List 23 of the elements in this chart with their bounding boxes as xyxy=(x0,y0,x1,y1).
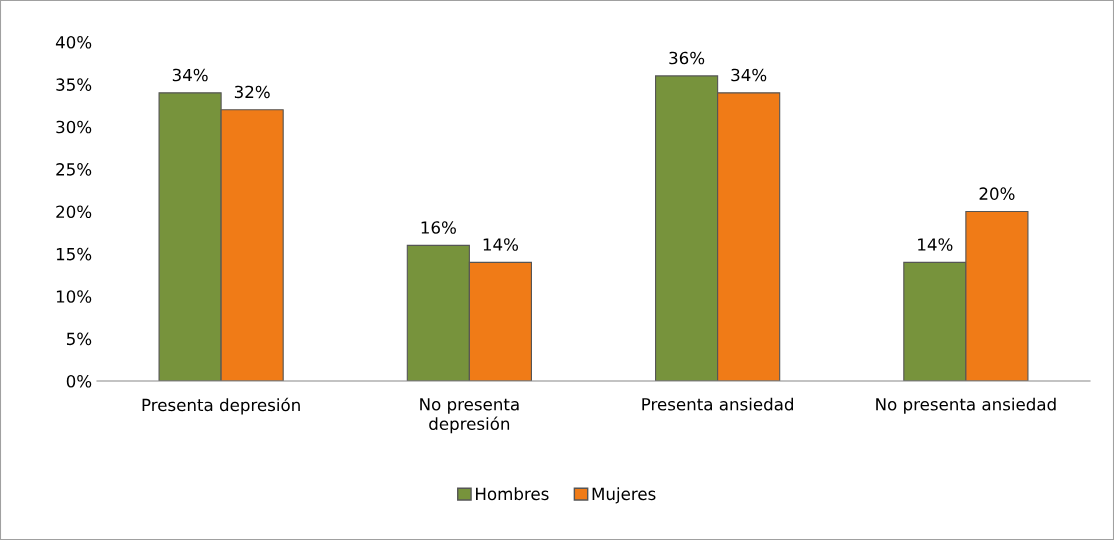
x-tick-label: No presenta depresión xyxy=(420,398,519,434)
data-label: 36% xyxy=(669,51,705,65)
y-tick-label: 0% xyxy=(66,374,92,388)
y-tick-label: 25% xyxy=(56,163,92,176)
data-label: 34% xyxy=(731,68,767,82)
x-tick-label: Presenta depresión xyxy=(142,397,300,415)
data-label: 34% xyxy=(172,68,208,82)
data-label: 20% xyxy=(979,187,1015,200)
y-tick-label: 5% xyxy=(66,332,92,346)
legend-label: Hombres xyxy=(476,487,549,501)
y-tick-label: 30% xyxy=(56,120,92,134)
x-tick-label: Presenta ansiedad xyxy=(642,397,793,411)
data-label: 32% xyxy=(234,85,270,99)
data-label: 14% xyxy=(483,238,519,251)
data-label: 16% xyxy=(421,221,456,234)
y-tick-label: 10% xyxy=(56,290,92,303)
legend-label: Mujeres xyxy=(592,487,656,504)
y-tick-label: 40% xyxy=(55,35,92,49)
x-tick-label: No presenta ansiedad xyxy=(876,397,1056,414)
data-label: 14% xyxy=(918,238,953,251)
y-tick-label: 35% xyxy=(56,78,92,91)
y-tick-label: 15% xyxy=(56,247,92,261)
y-tick-label: 20% xyxy=(56,205,92,219)
